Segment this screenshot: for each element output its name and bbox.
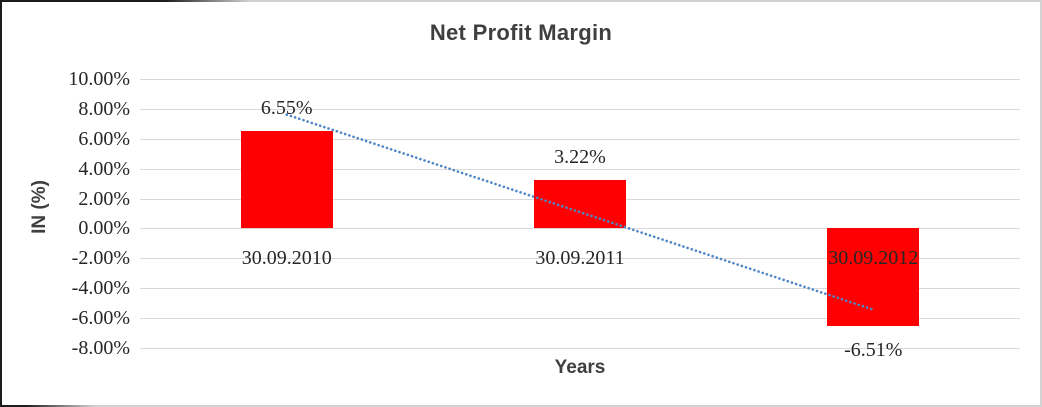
- frame-border-bottom: [0, 405, 1042, 407]
- x-axis-title: Years: [554, 357, 606, 378]
- y-axis-tick-label: 6.00%: [78, 127, 130, 150]
- gridline: [140, 318, 1020, 320]
- x-axis-category-label: 30.09.2012: [828, 247, 919, 270]
- frame-border-left: [0, 0, 2, 407]
- y-axis-tick-label: 8.00%: [78, 97, 130, 120]
- x-axis-category-label: 30.09.2011: [535, 247, 625, 270]
- gridline: [140, 108, 1020, 110]
- x-axis-category-label: 30.09.2010: [241, 247, 332, 270]
- y-axis-tick-label: -4.00%: [71, 277, 130, 300]
- bar-value-label: -6.51%: [844, 338, 903, 361]
- plot-area: 10.00% 8.00% 6.00% 4.00% 2.00% 0.00% -2.00% -4.…: [68, 69, 1020, 360]
- y-axis-tick-label: 2.00%: [78, 187, 130, 210]
- y-axis-tick-label: -2.00%: [71, 247, 130, 270]
- frame-border-top: [0, 0, 1042, 2]
- bar-value-label: 3.22%: [554, 146, 606, 169]
- gridline: [140, 79, 1020, 80]
- y-axis-tick-label: 4.00%: [78, 157, 130, 180]
- bar: [827, 228, 920, 326]
- frame-border-right: [1040, 0, 1042, 407]
- bar: [534, 180, 626, 229]
- chart-title: Net Profit Margin: [429, 20, 613, 45]
- y-axis-tick-label: 0.00%: [78, 217, 130, 240]
- y-axis-tick-label: -8.00%: [71, 337, 130, 359]
- bar: [240, 130, 333, 229]
- y-axis-tick-label: 10.00%: [68, 68, 130, 90]
- gridline: [140, 348, 1020, 349]
- bar-value-label: 6.55%: [260, 96, 313, 119]
- y-axis-tick-label: -6.00%: [71, 307, 130, 330]
